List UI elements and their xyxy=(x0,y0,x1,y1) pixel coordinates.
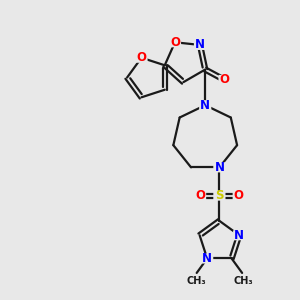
Text: O: O xyxy=(136,51,146,64)
Text: N: N xyxy=(214,161,224,174)
FancyBboxPatch shape xyxy=(169,37,181,47)
FancyBboxPatch shape xyxy=(213,190,226,201)
Text: O: O xyxy=(234,189,244,202)
FancyBboxPatch shape xyxy=(199,100,211,110)
Text: CH₃: CH₃ xyxy=(187,277,206,286)
Text: N: N xyxy=(202,252,212,265)
FancyBboxPatch shape xyxy=(194,190,206,201)
Text: O: O xyxy=(170,36,180,49)
FancyBboxPatch shape xyxy=(201,254,213,263)
FancyBboxPatch shape xyxy=(194,40,206,50)
Text: S: S xyxy=(215,189,224,202)
Text: N: N xyxy=(234,229,244,242)
FancyBboxPatch shape xyxy=(135,53,148,63)
Text: O: O xyxy=(195,189,205,202)
FancyBboxPatch shape xyxy=(213,162,226,172)
FancyBboxPatch shape xyxy=(232,190,245,201)
FancyBboxPatch shape xyxy=(218,75,231,85)
Text: O: O xyxy=(220,74,230,86)
Text: N: N xyxy=(200,99,210,112)
FancyBboxPatch shape xyxy=(233,230,245,240)
Text: N: N xyxy=(195,38,205,51)
Text: CH₃: CH₃ xyxy=(234,277,254,286)
